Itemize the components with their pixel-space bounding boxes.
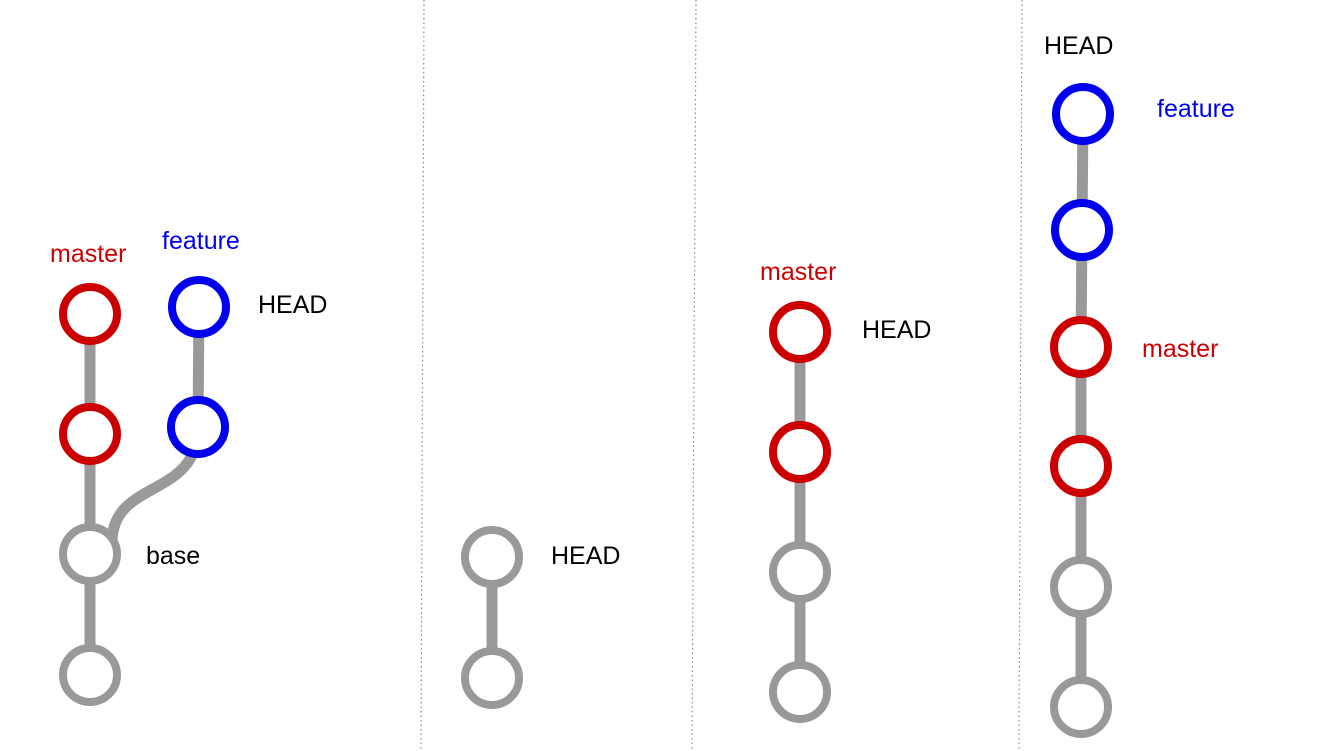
master-label: master	[50, 240, 126, 268]
commit-base	[59, 523, 121, 585]
master-label: master	[760, 258, 836, 286]
base-label: base	[146, 542, 200, 570]
master-label: master	[1142, 335, 1218, 363]
commit-feature-2	[168, 276, 230, 338]
panel-divider-1	[420, 0, 425, 751]
commit-base	[1050, 556, 1112, 618]
feature-label: feature	[1157, 95, 1235, 123]
commit-master-2	[769, 301, 831, 363]
commit-root	[59, 644, 121, 706]
panel-4-rebased-feature: HEAD feature master	[1044, 32, 1235, 738]
head-label: HEAD	[258, 291, 327, 319]
head-label: HEAD	[862, 316, 931, 344]
panel-divider-2	[691, 0, 697, 751]
head-label: HEAD	[551, 542, 620, 570]
panel-divider-3	[1018, 0, 1023, 751]
commit-master-2	[59, 283, 121, 345]
panel-3-master-applied: master HEAD	[760, 258, 931, 723]
panel-1-diverged-branches: master feature HEAD base	[50, 227, 327, 706]
commit-root	[769, 661, 831, 723]
commit-master-1	[1050, 435, 1112, 497]
feature-label: feature	[162, 227, 240, 255]
commit-base	[461, 526, 523, 588]
commit-master-1	[59, 403, 121, 465]
commit-feature-1	[1051, 199, 1113, 261]
commit-feature-2	[1052, 83, 1114, 145]
commit-root	[461, 647, 523, 709]
commit-master-1	[769, 421, 831, 483]
panel-2-base-checkout: HEAD	[461, 526, 620, 709]
commit-master-2	[1050, 316, 1112, 378]
head-label: HEAD	[1044, 32, 1113, 60]
commit-base	[769, 541, 831, 603]
commit-root	[1050, 676, 1112, 738]
commit-feature-1	[167, 396, 229, 458]
